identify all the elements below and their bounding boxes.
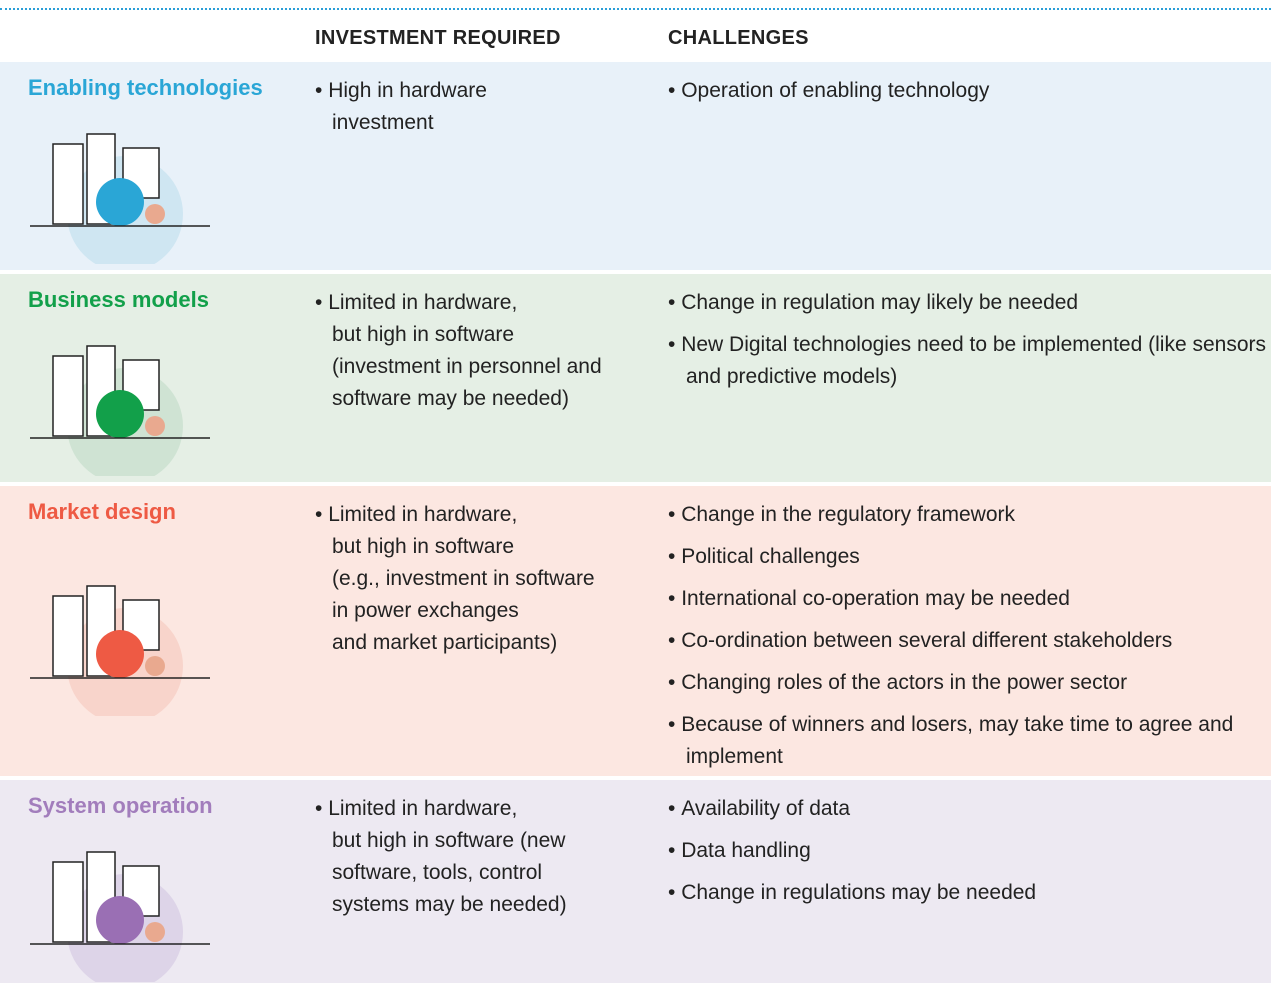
bullet: •	[668, 333, 682, 356]
challenge-text: Changing roles of the actors in the powe…	[681, 671, 1128, 694]
row-title: Enabling technologies	[28, 75, 263, 100]
investment-line: Limited in hardware,	[328, 291, 518, 314]
challenge-text: Change in the regulatory framework	[681, 503, 1016, 526]
challenge-text: Data handling	[681, 839, 811, 862]
challenge-item: • Co-ordination between several differen…	[668, 625, 1268, 657]
investment-line: High in hardware	[328, 79, 487, 102]
investment-text: • Limited in hardware,	[315, 499, 595, 531]
table-row: Business models • Limited in hardware, but…	[0, 274, 1271, 482]
challenge-item: • Data handling	[668, 835, 1268, 867]
top-rule	[0, 8, 1271, 10]
bullet: •	[668, 587, 682, 610]
row-title: Market design	[28, 499, 176, 524]
investment-text: software, tools, control	[315, 857, 567, 889]
challenge-text: Because of winners and losers, may take …	[681, 713, 1234, 768]
investment-cell: • High in hardware investment	[315, 75, 487, 139]
investment-line: but high in software	[332, 535, 515, 558]
challenge-item: • Because of winners and losers, may tak…	[668, 709, 1268, 773]
bullet: •	[668, 545, 682, 568]
table-row: System operation • Limited in hardware, bu…	[0, 780, 1271, 983]
investment-line: but high in software	[332, 323, 515, 346]
investment-line: Limited in hardware,	[328, 503, 518, 526]
bullet: •	[315, 503, 329, 526]
challenge-text: New Digital technologies need to be impl…	[681, 333, 1266, 388]
bullet: •	[315, 797, 329, 820]
table-row: Enabling technologies • High in hardware i…	[0, 62, 1271, 270]
bullet: •	[668, 797, 682, 820]
challenges-cell: • Change in regulation may likely be nee…	[668, 287, 1268, 403]
row-icon	[30, 851, 210, 982]
challenge-item: • Change in regulations may be needed	[668, 877, 1268, 909]
investment-line: systems may be needed)	[332, 893, 567, 916]
challenge-text: International co-operation may be needed	[681, 587, 1070, 610]
investment-line: and market participants)	[332, 631, 558, 654]
challenge-text: Political challenges	[681, 545, 860, 568]
investment-line: but high in software (new	[332, 829, 566, 852]
row-icon	[30, 585, 210, 716]
investment-line: software, tools, control	[332, 861, 543, 884]
bullet: •	[668, 881, 682, 904]
bullet: •	[668, 839, 682, 862]
investment-text: • Limited in hardware,	[315, 287, 602, 319]
investment-text: systems may be needed)	[315, 889, 567, 921]
investment-text: • Limited in hardware,	[315, 793, 567, 825]
investment-text: but high in software (new	[315, 825, 567, 857]
investment-text: but high in software	[315, 531, 595, 563]
column-header: INVESTMENT REQUIRED	[315, 27, 561, 49]
investment-cell: • Limited in hardware, but high in softwa…	[315, 287, 602, 415]
challenge-item: • Change in the regulatory framework	[668, 499, 1268, 531]
challenge-text: Change in regulation may likely be neede…	[681, 291, 1079, 314]
challenges-cell: • Availability of data • Data handling • C…	[668, 793, 1268, 919]
challenge-item: • Operation of enabling technology	[668, 75, 1268, 107]
investment-text: software may be needed)	[315, 383, 602, 415]
investment-text: (e.g., investment in software	[315, 563, 595, 595]
table-row: Market design • Limited in hardware, but h…	[0, 486, 1271, 776]
row-title: System operation	[28, 793, 213, 818]
investment-line: software may be needed)	[332, 387, 569, 410]
challenge-text: Co-ordination between several different …	[681, 629, 1173, 652]
bullet: •	[668, 629, 682, 652]
investment-cell: • Limited in hardware, but high in softwa…	[315, 499, 595, 659]
investment-text: investment	[315, 107, 487, 139]
investment-text: • High in hardware	[315, 75, 487, 107]
row-title: Business models	[28, 287, 209, 312]
challenge-item: • Political challenges	[668, 541, 1268, 573]
bullet: •	[668, 713, 682, 736]
investment-text: and market participants)	[315, 627, 595, 659]
investment-line: investment	[332, 111, 434, 134]
challenge-item: • Availability of data	[668, 793, 1268, 825]
challenge-text: Change in regulations may be needed	[681, 881, 1037, 904]
bullet: •	[668, 671, 682, 694]
column-header: CHALLENGES	[668, 27, 809, 49]
challenge-item: • International co-operation may be need…	[668, 583, 1268, 615]
investment-cell: • Limited in hardware, but high in softwa…	[315, 793, 567, 921]
investment-text: but high in software	[315, 319, 602, 351]
challenge-item: • New Digital technologies need to be im…	[668, 329, 1268, 393]
row-icon	[30, 345, 210, 476]
investment-line: (e.g., investment in software	[332, 567, 595, 590]
challenges-cell: • Change in the regulatory framework • Po…	[668, 499, 1268, 783]
row-icon	[30, 133, 210, 264]
challenges-cell: • Operation of enabling technology	[668, 75, 1268, 117]
investment-line: in power exchanges	[332, 599, 519, 622]
bullet: •	[315, 79, 329, 102]
bullet: •	[668, 79, 682, 102]
investment-line: (investment in personnel and	[332, 355, 602, 378]
challenge-text: Availability of data	[681, 797, 851, 820]
investment-line: Limited in hardware,	[328, 797, 518, 820]
bullet: •	[668, 503, 682, 526]
investment-text: (investment in personnel and	[315, 351, 602, 383]
investment-text: in power exchanges	[315, 595, 595, 627]
challenge-item: • Changing roles of the actors in the po…	[668, 667, 1268, 699]
bullet: •	[668, 291, 682, 314]
bullet: •	[315, 291, 329, 314]
challenge-item: • Change in regulation may likely be nee…	[668, 287, 1268, 319]
challenge-text: Operation of enabling technology	[681, 79, 990, 102]
